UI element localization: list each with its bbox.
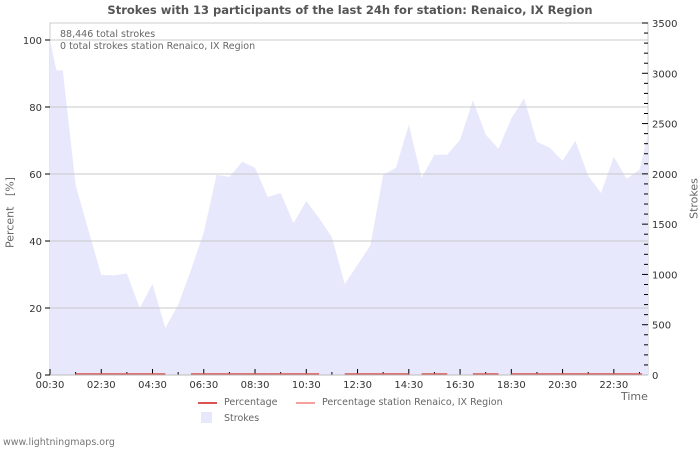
x-tick-label: 22:30 [599,380,628,391]
x-tick-label: 08:30 [241,380,270,391]
legend-station-percentage-swatch [296,402,315,404]
y-tick-label: 20 [29,304,42,315]
legend-strokes-label: Strokes [224,413,260,424]
right-tick-label: 2000 [652,170,677,181]
right-tick-label: 500 [652,321,671,332]
x-tick-label: 00:30 [36,380,65,391]
y-tick-label: 80 [29,103,42,114]
y-tick-label: 60 [29,170,42,181]
legend-station-percentage-label: Percentage station Renaico, IX Region [322,397,503,408]
right-tick-label: 0 [652,371,658,382]
right-tick-label: 2500 [652,120,677,131]
legend-percentage-swatch [198,402,217,404]
station-strokes-annotation: 0 total strokes station Renaico, IX Regi… [60,41,256,52]
total-strokes-annotation: 88,446 total strokes [60,29,156,40]
strokes-area [50,40,648,375]
right-tick-label: 1500 [652,220,677,231]
chart-title: Strokes with 13 participants of the last… [107,3,593,17]
right-tick-label: 3000 [652,69,677,80]
x-tick-label: 18:30 [497,380,526,391]
x-tick-label: 10:30 [292,380,321,391]
legend-percentage-label: Percentage [224,397,278,408]
y-tick-label: 0 [36,371,42,382]
right-tick-label: 3500 [652,19,677,30]
x-tick-label: 02:30 [87,380,116,391]
x-tick-label: 20:30 [548,380,577,391]
right-axis-label: Strokes [687,178,700,219]
y-tick-label: 40 [29,237,42,248]
left-axis-label: Percent [%] [3,177,17,248]
footer-link[interactable]: www.lightningmaps.org [3,437,115,448]
x-tick-label: 12:30 [343,380,372,391]
y-tick-label: 100 [23,36,42,47]
x-tick-label: 14:30 [394,380,423,391]
right-tick-label: 1000 [652,270,677,281]
legend-strokes-swatch [201,412,212,423]
x-tick-label: 04:30 [138,380,167,391]
x-tick-label: 06:30 [189,380,218,391]
x-axis-label: Time [621,390,648,403]
x-tick-label: 16:30 [446,380,475,391]
